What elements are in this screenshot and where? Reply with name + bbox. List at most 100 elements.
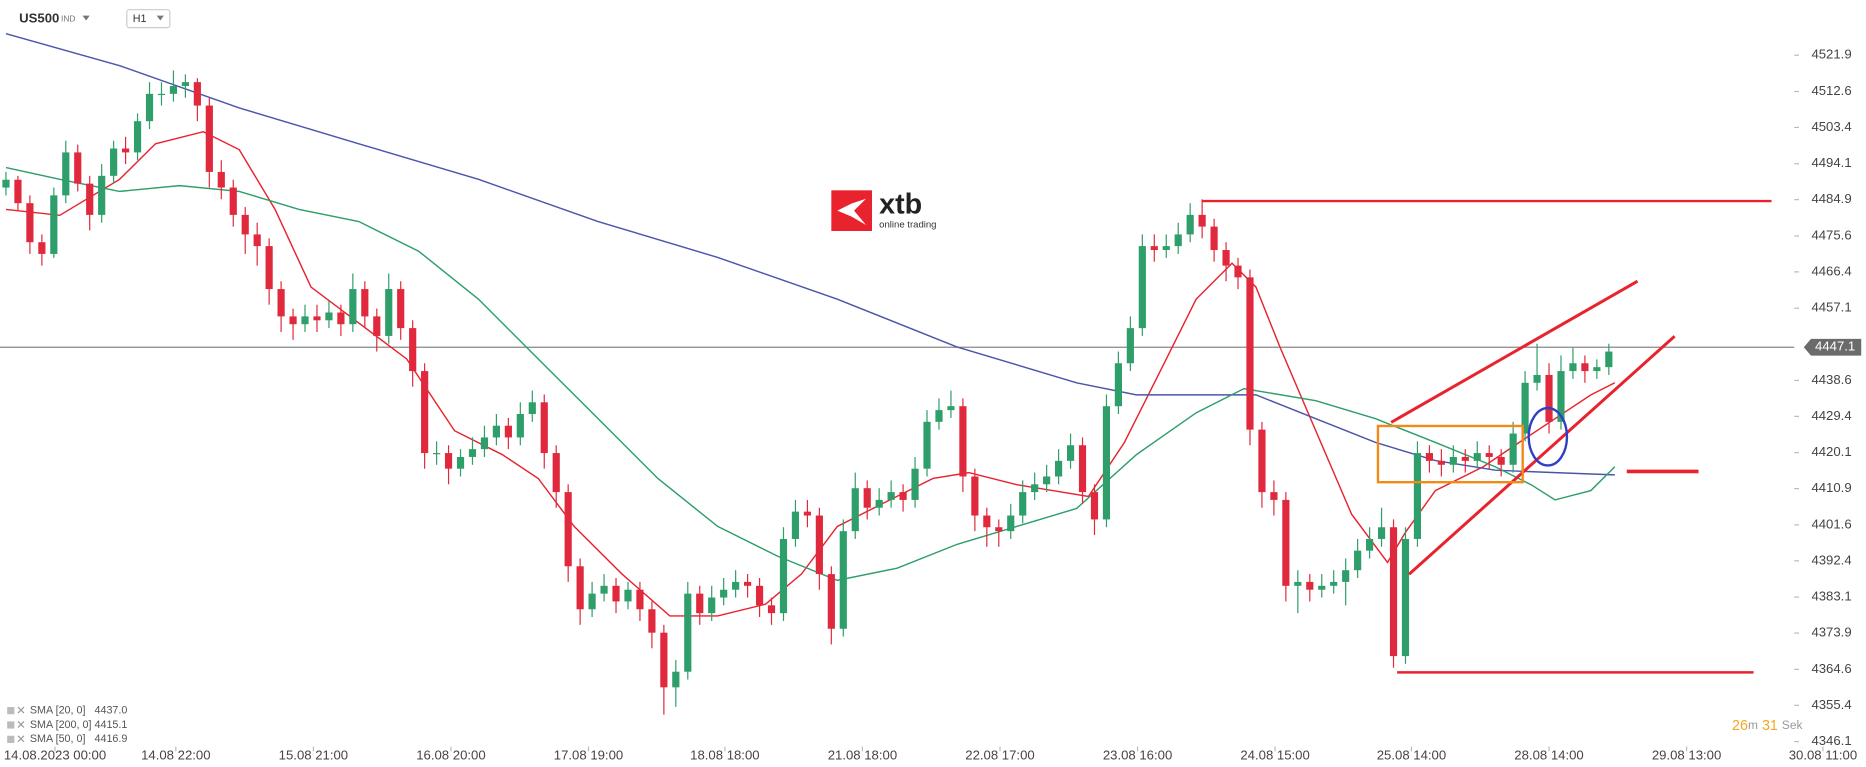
candle-body	[301, 316, 309, 325]
candle-body	[660, 632, 668, 688]
candle-body	[1007, 515, 1015, 532]
candle-body	[361, 289, 369, 317]
candle-body	[349, 289, 357, 325]
y-tick-label: 4503.4	[1811, 119, 1851, 134]
candle-body	[516, 414, 524, 438]
candle-body	[732, 581, 740, 590]
candle-body	[1270, 492, 1278, 500]
candle-body	[421, 371, 429, 454]
candle-body	[1186, 214, 1194, 235]
candle-body	[1533, 374, 1541, 383]
candle-body	[887, 492, 895, 500]
x-tick-label: 23.08 16:00	[1103, 748, 1172, 763]
candle-body	[791, 511, 800, 539]
candle-body	[1162, 246, 1170, 251]
candle-body	[2, 179, 10, 188]
candle-body	[923, 421, 931, 469]
legend-value: 4416.9	[94, 733, 127, 745]
consolidation-box	[1376, 424, 1524, 484]
candle-body	[875, 499, 883, 508]
x-tick-label: 14.08.2023 00:00	[4, 748, 106, 763]
candle-body	[1126, 328, 1134, 364]
candle-body	[911, 468, 919, 500]
timer-minutes: 26	[1732, 718, 1748, 734]
legend-value: 4415.1	[94, 719, 127, 731]
y-tick-label: 4475.6	[1811, 227, 1851, 242]
candle-body	[122, 148, 130, 153]
legend-icon	[7, 735, 15, 743]
symbol: US500	[19, 11, 59, 26]
candle-body	[1234, 265, 1242, 278]
candle-body	[1473, 453, 1481, 461]
candle-body	[755, 585, 764, 606]
candle-body	[935, 410, 943, 422]
candle-body	[1222, 250, 1230, 266]
timeframe: H1	[133, 13, 147, 25]
candle-body	[1294, 581, 1302, 586]
candle-body	[1031, 484, 1039, 493]
candle-body	[1401, 538, 1410, 657]
candle-body	[612, 585, 620, 602]
x-tick-label: 22.08 17:00	[965, 748, 1034, 763]
x-tick-label: 18.08 18:00	[690, 748, 759, 763]
candle-body	[1342, 570, 1350, 582]
y-tick-label: 4364.6	[1811, 661, 1851, 676]
candle-body	[1354, 550, 1362, 571]
legend-close	[17, 706, 25, 714]
timer-seconds-unit: Sek	[1782, 718, 1803, 732]
candle-body	[1377, 527, 1386, 539]
legend-icon	[7, 721, 15, 729]
candle-body	[708, 597, 716, 614]
candle-body	[863, 488, 871, 508]
candle-body	[133, 121, 142, 153]
candle-body	[1318, 585, 1326, 590]
candle-body	[1043, 476, 1051, 485]
indicator-layer	[0, 33, 1795, 617]
candle-body	[1425, 453, 1433, 461]
y-tick-label: 4410.9	[1811, 480, 1851, 495]
x-tick-label: 29.08 13:00	[1652, 748, 1721, 763]
x-tick-label: 21.08 18:00	[828, 748, 897, 763]
candle-body	[241, 214, 249, 235]
timer-seconds: 31	[1762, 718, 1778, 734]
candle-body	[1066, 445, 1075, 461]
candle-body	[1545, 374, 1553, 422]
y-tick-label: 4457.1	[1811, 300, 1851, 315]
candle-body	[1019, 492, 1027, 516]
logo-brand: xtb	[879, 188, 922, 220]
dropdown-arrow[interactable]	[82, 15, 90, 21]
y-tick-label: 4346.1	[1811, 733, 1851, 748]
candle-body	[576, 566, 584, 610]
y-tick-label: 4512.6	[1811, 83, 1851, 98]
candle-body	[1557, 371, 1565, 422]
candle-body	[385, 289, 393, 336]
x-tick-label: 17.08 19:00	[554, 748, 623, 763]
candle-body	[1509, 433, 1517, 465]
candle-body	[74, 152, 82, 184]
dropdown-arrow[interactable]	[156, 15, 164, 21]
candle-body	[1593, 367, 1601, 372]
legend-name: SMA [200, 0]	[30, 719, 92, 731]
candle-body	[588, 593, 596, 610]
timeframe-box[interactable]	[126, 9, 171, 29]
candle-body	[265, 246, 273, 290]
candle-body	[696, 593, 704, 614]
y-tick-label: 4484.9	[1811, 191, 1851, 206]
candle-body	[815, 515, 823, 575]
x-tick-label: 24.08 15:00	[1240, 748, 1309, 763]
candle-body	[337, 312, 345, 325]
legend-close	[17, 720, 25, 728]
candle-body	[169, 86, 178, 94]
candle-body	[14, 179, 22, 204]
candle-body	[110, 148, 118, 176]
legend-name: SMA [50, 0]	[30, 733, 86, 745]
candle-body	[971, 476, 979, 516]
candle-body	[552, 453, 560, 493]
legend-close	[17, 735, 25, 743]
candle-body	[1150, 246, 1158, 251]
candle-body	[827, 574, 835, 629]
y-tick-label: 4373.9	[1811, 625, 1851, 640]
y-tick-label: 4383.1	[1811, 589, 1851, 604]
candle-body	[983, 515, 991, 528]
candle-body	[648, 609, 656, 633]
